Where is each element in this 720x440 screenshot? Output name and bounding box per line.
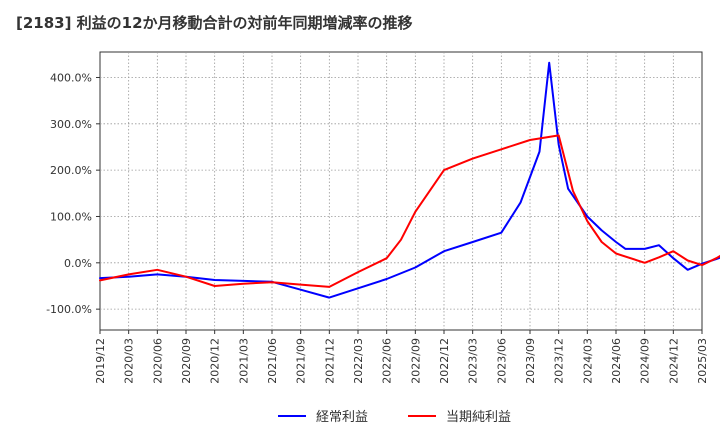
series-line-1 [99,61,720,299]
x-tick-label: 2021/06 [266,338,279,384]
chart-title: [2183] 利益の12か月移動合計の対前年同期増減率の推移 [16,14,413,32]
x-tick-label: 2024/09 [639,338,652,384]
x-axis: 2019/12 2020/03 2020/06 2020/09 2020/12 2021/… [94,330,709,384]
legend-label-2: 当期純利益 [446,410,511,425]
x-tick-label: 2024/12 [667,338,680,384]
x-tick-label: 2021/03 [237,338,250,384]
x-tick-label: 2021/12 [323,338,336,384]
y-tick-label: 300.0% [50,118,92,131]
plot-area [99,51,703,331]
x-tick-label: 2025/03 [696,338,709,384]
y-tick-label: 200.0% [50,164,92,177]
x-tick-label: 2020/09 [180,338,193,384]
legend: 経常利益 当期純利益 [278,410,511,425]
x-tick-label: 2022/06 [381,338,394,384]
x-tick-label: 2023/03 [467,338,480,384]
x-tick-label: 2022/03 [352,338,365,384]
y-tick-label: 400.0% [50,71,92,84]
series-lines [99,61,720,299]
x-tick-label: 2023/09 [524,338,537,384]
x-tick-label: 2021/09 [295,338,308,384]
grid-lines [100,52,702,330]
x-tick-label: 2022/12 [438,338,451,384]
series-line-2 [99,134,720,288]
legend-label-1: 経常利益 [316,410,368,425]
x-tick-label: 2023/12 [553,338,566,384]
y-tick-label: -100.0% [46,303,92,316]
y-tick-label: 100.0% [50,210,92,223]
y-axis: -100.0% 0.0% 100.0% 200.0% 300.0% 400.0% [46,71,100,316]
x-tick-label: 2019/12 [94,338,107,384]
x-tick-label: 2024/03 [581,338,594,384]
x-tick-label: 2023/06 [495,338,508,384]
y-tick-label: 0.0% [64,257,92,270]
x-tick-label: 2024/06 [610,338,623,384]
x-tick-label: 2020/12 [209,338,222,384]
x-tick-label: 2020/03 [123,338,136,384]
x-tick-label: 2022/09 [409,338,422,384]
x-tick-label: 2020/06 [151,338,164,384]
